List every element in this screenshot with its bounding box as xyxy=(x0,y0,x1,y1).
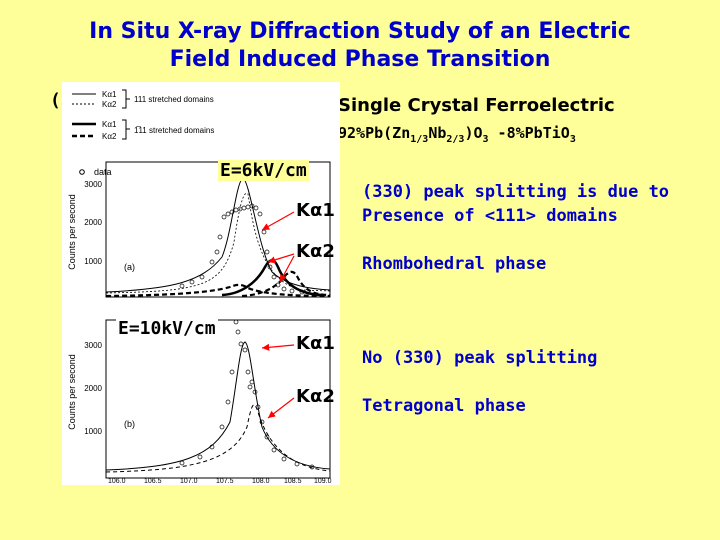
svg-text:3000: 3000 xyxy=(84,180,102,189)
arrow-ka1-a xyxy=(261,211,295,231)
svg-text:Counts per second: Counts per second xyxy=(67,194,77,270)
figure-legend: Kα1 Kα2 Kα1 Kα2 111 stretched domains 1̅… xyxy=(72,89,214,177)
svg-text:1̅11 stretched domains: 1̅11 stretched domains xyxy=(134,126,214,135)
svg-text:106.0: 106.0 xyxy=(108,478,126,485)
arrow-ka2-a-1 xyxy=(267,253,295,264)
field-label-a: E=6kV/cm xyxy=(218,160,309,181)
ka2-label-b: Kα2 xyxy=(296,386,335,407)
svg-text:data: data xyxy=(94,167,112,177)
svg-text:Kα1: Kα1 xyxy=(102,90,117,99)
composition-formula: 92%Pb(Zn1/3Nb2/3)O3 -8%PbTiO3 xyxy=(338,124,576,145)
svg-text:Counts per second: Counts per second xyxy=(67,354,77,430)
phase-label-a: Rhombohedral phase xyxy=(362,254,547,274)
phase-label-b: Tetragonal phase xyxy=(362,396,526,416)
crystal-title: Single Crystal Ferroelectric xyxy=(338,95,615,116)
svg-text:2000: 2000 xyxy=(84,218,102,227)
arrow-ka1-b xyxy=(261,343,295,351)
svg-text:Kα1: Kα1 xyxy=(102,120,117,129)
svg-text:3000: 3000 xyxy=(84,341,102,350)
svg-text:107.5: 107.5 xyxy=(216,478,234,485)
svg-text:Kα2: Kα2 xyxy=(102,100,117,109)
svg-text:108.0: 108.0 xyxy=(252,478,270,485)
svg-text:(b): (b) xyxy=(124,419,135,429)
panel-b: Counts per second 3000 2000 1000 (b) 106… xyxy=(67,319,332,485)
svg-text:108.5: 108.5 xyxy=(284,478,302,485)
svg-text:(a): (a) xyxy=(124,262,135,272)
ka1-label-a: Kα1 xyxy=(296,200,335,221)
diffraction-figure: Kα1 Kα2 Kα1 Kα2 111 stretched domains 1̅… xyxy=(62,82,340,485)
arrow-ka2-a-2 xyxy=(279,255,295,283)
note-no-splitting: No (330) peak splitting xyxy=(362,348,598,368)
svg-text:1000: 1000 xyxy=(84,427,102,436)
arrow-ka2-b xyxy=(267,397,295,419)
note-splitting-line1: (330) peak splitting is due to xyxy=(362,182,670,202)
svg-text:2000: 2000 xyxy=(84,384,102,393)
svg-text:109.0: 109.0 xyxy=(314,478,332,485)
svg-text:Kα2: Kα2 xyxy=(102,132,117,141)
svg-text:106.5: 106.5 xyxy=(144,478,162,485)
note-splitting-line2: Presence of <111> domains xyxy=(362,206,618,226)
ka2-label-a: Kα2 xyxy=(296,241,335,262)
slide-title-line2: Field Induced Phase Transition xyxy=(169,47,551,72)
svg-text:107.0: 107.0 xyxy=(180,478,198,485)
field-label-b: E=10kV/cm xyxy=(116,318,218,339)
svg-text:1000: 1000 xyxy=(84,257,102,266)
slide-title-line1: In Situ X-ray Diffraction Study of an El… xyxy=(89,19,631,44)
ka1-label-b: Kα1 xyxy=(296,333,335,354)
svg-text:111 stretched domains: 111 stretched domains xyxy=(134,95,214,104)
